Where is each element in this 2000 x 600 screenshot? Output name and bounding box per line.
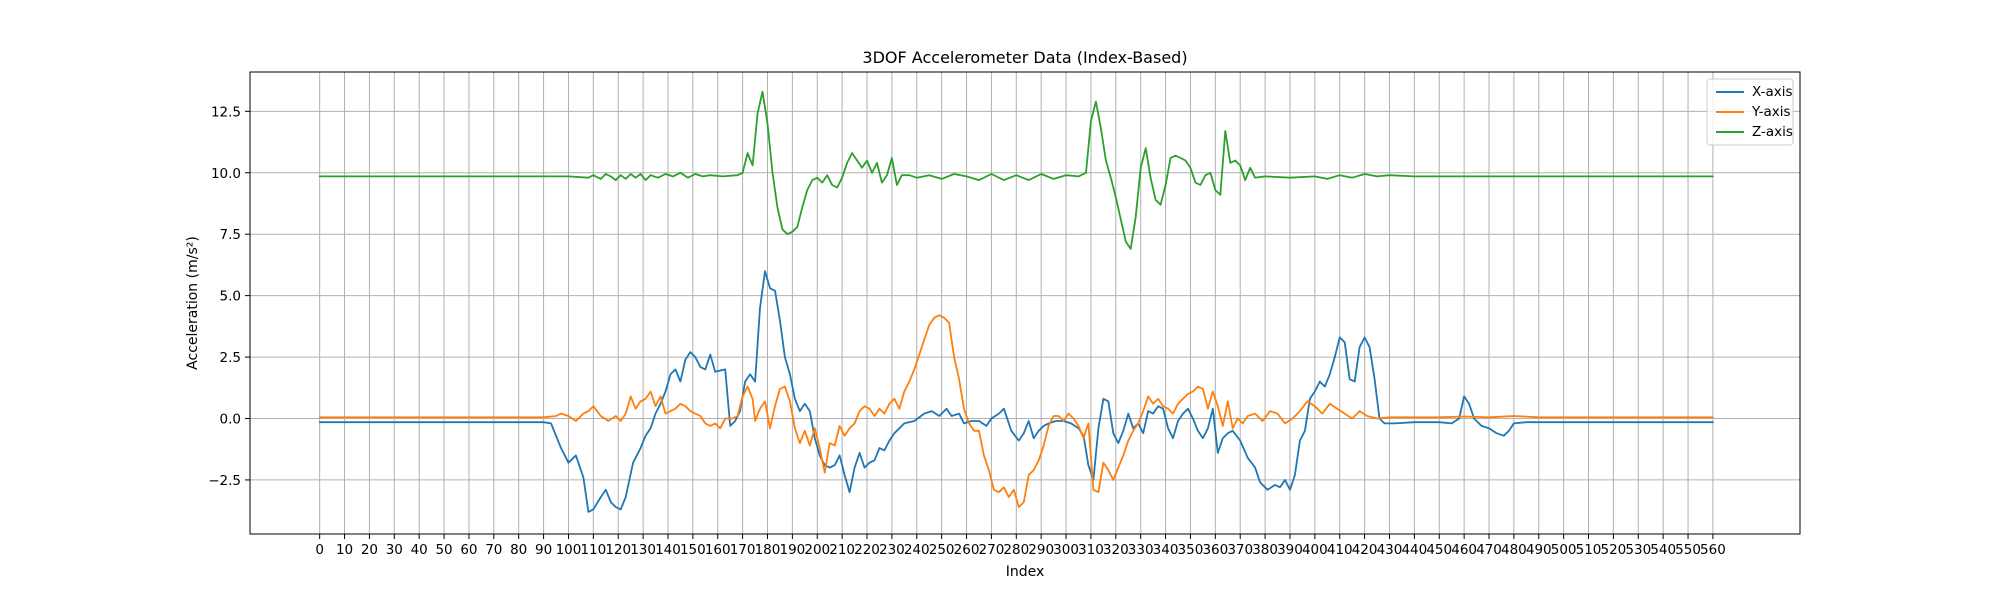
x-tick-label: 130 [630, 542, 656, 558]
x-tick-label: 170 [730, 542, 756, 558]
x-tick-label: 420 [1352, 542, 1378, 558]
y-tick-label: 10.0 [211, 166, 241, 182]
x-tick-label: 250 [929, 542, 955, 558]
plot-frame [249, 71, 1801, 535]
series-line-y-axis [318, 314, 1714, 508]
x-tick-label: 360 [1202, 542, 1228, 558]
x-tick-label: 90 [535, 542, 552, 558]
x-tick-label: 310 [1078, 542, 1104, 558]
y-tick-label: −2.5 [208, 473, 241, 489]
x-tick-label: 370 [1227, 542, 1253, 558]
x-tick-label: 180 [755, 542, 781, 558]
x-tick-label: 490 [1526, 542, 1552, 558]
chart-title: 3DOF Accelerometer Data (Index-Based) [862, 48, 1187, 67]
x-tick-label: 320 [1103, 542, 1129, 558]
series-line-z-axis [318, 90, 1714, 250]
x-tick-label: 140 [655, 542, 681, 558]
x-tick-label: 0 [315, 542, 324, 558]
x-tick-label: 120 [605, 542, 631, 558]
series-line-x-axis [318, 270, 1714, 513]
y-tick-label: 2.5 [220, 350, 241, 366]
legend-label-x: X-axis [1752, 84, 1793, 100]
x-tick-label: 10 [336, 542, 353, 558]
x-axis-ticks: 0 10 20 30 40 50 60 70 80 90 100 110 120 130 140 150 160… [315, 534, 1726, 558]
x-tick-label: 270 [979, 542, 1005, 558]
y-tick-label: 7.5 [220, 227, 241, 243]
x-tick-label: 410 [1327, 542, 1353, 558]
x-tick-label: 70 [485, 542, 502, 558]
x-tick-label: 520 [1601, 542, 1627, 558]
x-tick-label: 240 [904, 542, 930, 558]
y-axis-label: Acceleration (m/s²) [185, 236, 201, 370]
x-tick-label: 290 [1028, 542, 1054, 558]
legend-label-y: Y-axis [1751, 104, 1791, 120]
x-tick-label: 430 [1377, 542, 1403, 558]
x-tick-label: 210 [829, 542, 855, 558]
x-tick-label: 390 [1277, 542, 1303, 558]
x-tick-label: 40 [411, 542, 428, 558]
x-tick-label: 150 [680, 542, 706, 558]
x-tick-label: 380 [1252, 542, 1278, 558]
grid-lines [250, 72, 1800, 534]
y-tick-label: 12.5 [211, 104, 241, 120]
x-tick-label: 500 [1551, 542, 1577, 558]
x-tick-label: 350 [1178, 542, 1204, 558]
y-tick-label: 5.0 [220, 289, 241, 305]
x-tick-label: 160 [705, 542, 731, 558]
x-tick-label: 530 [1625, 542, 1651, 558]
x-tick-label: 470 [1476, 542, 1502, 558]
legend-box [1706, 78, 1794, 146]
y-axis-ticks: −2.5 0.0 2.5 5.0 7.5 10.0 12.5 [208, 104, 250, 489]
x-tick-label: 340 [1153, 542, 1179, 558]
x-tick-label: 540 [1650, 542, 1676, 558]
x-tick-label: 260 [954, 542, 980, 558]
x-tick-label: 190 [779, 542, 805, 558]
x-tick-label: 200 [804, 542, 830, 558]
x-tick-label: 330 [1128, 542, 1154, 558]
legend: X-axis Y-axis Z-axis [1706, 78, 1794, 146]
y-tick-label: 0.0 [220, 412, 241, 428]
x-tick-label: 20 [361, 542, 378, 558]
x-tick-label: 560 [1700, 542, 1726, 558]
x-tick-label: 80 [510, 542, 527, 558]
x-tick-label: 450 [1426, 542, 1452, 558]
series-lines [318, 90, 1714, 513]
x-tick-label: 460 [1451, 542, 1477, 558]
x-tick-label: 480 [1501, 542, 1527, 558]
x-tick-label: 440 [1401, 542, 1427, 558]
legend-label-z: Z-axis [1752, 124, 1793, 140]
x-tick-label: 280 [1003, 542, 1029, 558]
x-tick-label: 220 [854, 542, 880, 558]
x-tick-label: 110 [580, 542, 606, 558]
x-tick-label: 550 [1675, 542, 1701, 558]
x-tick-label: 230 [879, 542, 905, 558]
x-axis-label: Index [1006, 564, 1045, 580]
x-tick-label: 30 [386, 542, 403, 558]
x-tick-label: 60 [460, 542, 477, 558]
x-tick-label: 100 [556, 542, 582, 558]
x-tick-label: 510 [1576, 542, 1602, 558]
x-tick-label: 300 [1053, 542, 1079, 558]
x-tick-label: 50 [435, 542, 452, 558]
x-tick-label: 400 [1302, 542, 1328, 558]
